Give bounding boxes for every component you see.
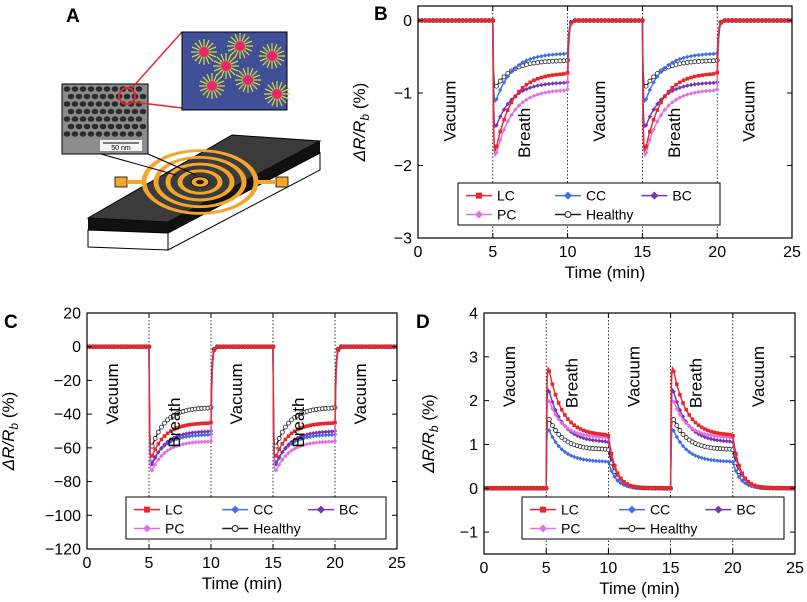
phase-label-breath: Breath	[562, 358, 581, 408]
series-markers-healthy	[416, 19, 794, 89]
electrode-pad-left	[115, 177, 127, 187]
y-tick-label: 20	[63, 306, 81, 323]
y-axis-label: ΔR/Rb (%)	[419, 394, 441, 474]
series-markers-healthy	[482, 417, 797, 490]
x-axis-label: Time (min)	[565, 263, 646, 282]
x-tick-label: 5	[542, 560, 551, 577]
phase-label-breath: Breath	[165, 398, 184, 448]
phase-label-breath: Breath	[665, 108, 684, 158]
legend: LC CC BC PC Healthy	[458, 183, 720, 225]
x-axis-label: Time (min)	[599, 579, 680, 598]
y-tick-label: −20	[54, 373, 81, 390]
y-tick-label: −2	[394, 158, 412, 175]
legend-label: Healthy	[586, 207, 633, 223]
x-axis-label: Time (min)	[202, 574, 283, 593]
y-tick-label: −120	[45, 542, 81, 559]
legend-label: CC	[650, 502, 670, 518]
y-tick-label: −1	[394, 86, 412, 103]
y-tick-label: −100	[45, 508, 81, 525]
x-tick-label: 25	[388, 555, 406, 572]
legend-label: CC	[253, 502, 273, 518]
phase-label-vacuum: Vacuum	[440, 81, 459, 142]
phase-label-vacuum: Vacuum	[351, 363, 370, 424]
nanoparticle-inset	[182, 32, 290, 110]
phase-label-vacuum: Vacuum	[227, 363, 246, 424]
legend-label: PC	[497, 207, 516, 223]
x-tick-label: 15	[264, 555, 282, 572]
x-tick-label: 10	[600, 560, 618, 577]
legend-label: LC	[497, 188, 515, 204]
phase-label-breath: Breath	[289, 398, 308, 448]
phase-label-vacuum: Vacuum	[500, 346, 519, 407]
series-line-cc	[484, 429, 795, 488]
phase-label-vacuum: Vacuum	[590, 81, 609, 142]
y-axis-label: ΔR/Rb (%)	[0, 392, 21, 472]
x-tick-label: 15	[662, 560, 680, 577]
y-tick-label: 0	[403, 13, 412, 30]
phase-label-breath: Breath	[515, 108, 534, 158]
x-tick-label: 0	[83, 555, 92, 572]
x-tick-label: 0	[414, 244, 423, 261]
scale-bar-label: 50 nm	[111, 145, 131, 152]
x-tick-label: 5	[145, 555, 154, 572]
legend-label: BC	[736, 502, 755, 518]
x-tick-label: 0	[480, 560, 489, 577]
y-tick-label: 1	[469, 437, 478, 454]
panel-d: D 0 5 10 15 20 25 −1 0 1 2 3 4 Time (min) ΔR/Rb (%) Vac…	[416, 306, 804, 599]
y-tick-label: −1	[460, 525, 478, 542]
y-tick-label: 3	[469, 349, 478, 366]
y-tick-label: −40	[54, 407, 81, 424]
y-tick-label: 0	[72, 339, 81, 356]
x-tick-label: 10	[202, 555, 220, 572]
phase-label-vacuum: Vacuum	[625, 346, 644, 407]
phase-label-vacuum: Vacuum	[749, 346, 768, 407]
legend: LC CC BC PC Healthy	[522, 497, 784, 539]
series-markers-pc	[482, 399, 797, 490]
panel-c: C 0 5 10 15 20 25 −120 −100 −80 −60 −40 −20 0 20 Time (…	[0, 306, 406, 594]
electrode-pad-right	[276, 177, 288, 187]
x-tick-label: 25	[786, 560, 804, 577]
x-tick-label: 20	[326, 555, 344, 572]
y-tick-label: −3	[394, 231, 412, 248]
legend-label: LC	[561, 502, 579, 518]
y-tick-label: −60	[54, 440, 81, 457]
y-tick-label: −80	[54, 474, 81, 491]
y-tick-label: 4	[469, 306, 478, 323]
legend-label: PC	[165, 521, 184, 537]
y-tick-label: 2	[469, 393, 478, 410]
legend-label: Healthy	[650, 521, 697, 537]
x-tick-label: 25	[783, 244, 801, 261]
phase-label-vacuum: Vacuum	[103, 363, 122, 424]
legend-label: BC	[339, 502, 358, 518]
y-tick-label: 0	[469, 481, 478, 498]
legend-label: Healthy	[253, 521, 300, 537]
legend-label: LC	[165, 502, 183, 518]
panel-label-b: B	[374, 4, 388, 25]
x-tick-label: 20	[708, 244, 726, 261]
legend-label: BC	[672, 188, 691, 204]
legend-label: PC	[561, 521, 580, 537]
series-line-healthy	[484, 418, 795, 488]
x-tick-label: 15	[634, 244, 652, 261]
board-substrate-front	[88, 230, 168, 250]
sensor-schematic: A 50 nm	[62, 6, 320, 250]
series-line-pc	[484, 400, 795, 488]
legend-label: CC	[586, 188, 606, 204]
y-axis-label: ΔR/Rb (%)	[350, 83, 372, 163]
panel-label-d: D	[416, 312, 430, 333]
panel-label-a: A	[66, 6, 80, 27]
series-line-healthy	[418, 21, 792, 88]
x-tick-label: 20	[724, 560, 742, 577]
panel-label-c: C	[4, 312, 18, 333]
phase-label-vacuum: Vacuum	[740, 81, 759, 142]
legend: LC CC BC PC Healthy	[126, 497, 386, 539]
x-tick-label: 10	[559, 244, 577, 261]
phase-label-breath: Breath	[687, 358, 706, 408]
x-tick-label: 5	[488, 244, 497, 261]
